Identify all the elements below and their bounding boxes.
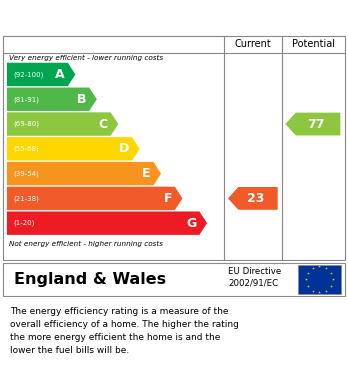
Text: Very energy efficient - lower running costs: Very energy efficient - lower running co… — [9, 55, 163, 61]
Text: EU Directive
2002/91/EC: EU Directive 2002/91/EC — [228, 267, 281, 288]
Text: A: A — [55, 68, 65, 81]
Polygon shape — [7, 212, 207, 235]
Polygon shape — [7, 162, 161, 185]
Polygon shape — [7, 88, 97, 111]
Text: (21-38): (21-38) — [13, 195, 39, 202]
Text: (92-100): (92-100) — [13, 71, 44, 78]
Text: (55-68): (55-68) — [13, 145, 39, 152]
Text: (1-20): (1-20) — [13, 220, 34, 226]
Polygon shape — [7, 187, 182, 210]
Text: C: C — [99, 118, 108, 131]
Text: (69-80): (69-80) — [13, 121, 39, 127]
Text: 77: 77 — [307, 118, 325, 131]
Polygon shape — [7, 112, 118, 136]
Polygon shape — [7, 63, 76, 86]
Polygon shape — [285, 113, 340, 135]
Text: England & Wales: England & Wales — [14, 272, 166, 287]
Text: Not energy efficient - higher running costs: Not energy efficient - higher running co… — [9, 241, 163, 247]
Polygon shape — [7, 137, 140, 161]
Text: (81-91): (81-91) — [13, 96, 39, 102]
Text: The energy efficiency rating is a measure of the
overall efficiency of a home. T: The energy efficiency rating is a measur… — [10, 307, 239, 355]
Text: (39-54): (39-54) — [13, 170, 39, 177]
Text: E: E — [142, 167, 151, 180]
Text: G: G — [187, 217, 197, 230]
Text: 23: 23 — [247, 192, 264, 205]
Polygon shape — [228, 187, 278, 210]
Text: B: B — [77, 93, 86, 106]
Text: Energy Efficiency Rating: Energy Efficiency Rating — [10, 10, 220, 25]
Text: F: F — [164, 192, 172, 205]
Text: Potential: Potential — [292, 39, 335, 49]
Text: D: D — [119, 142, 129, 155]
Text: Current: Current — [235, 39, 271, 49]
Bar — [298, 265, 341, 294]
